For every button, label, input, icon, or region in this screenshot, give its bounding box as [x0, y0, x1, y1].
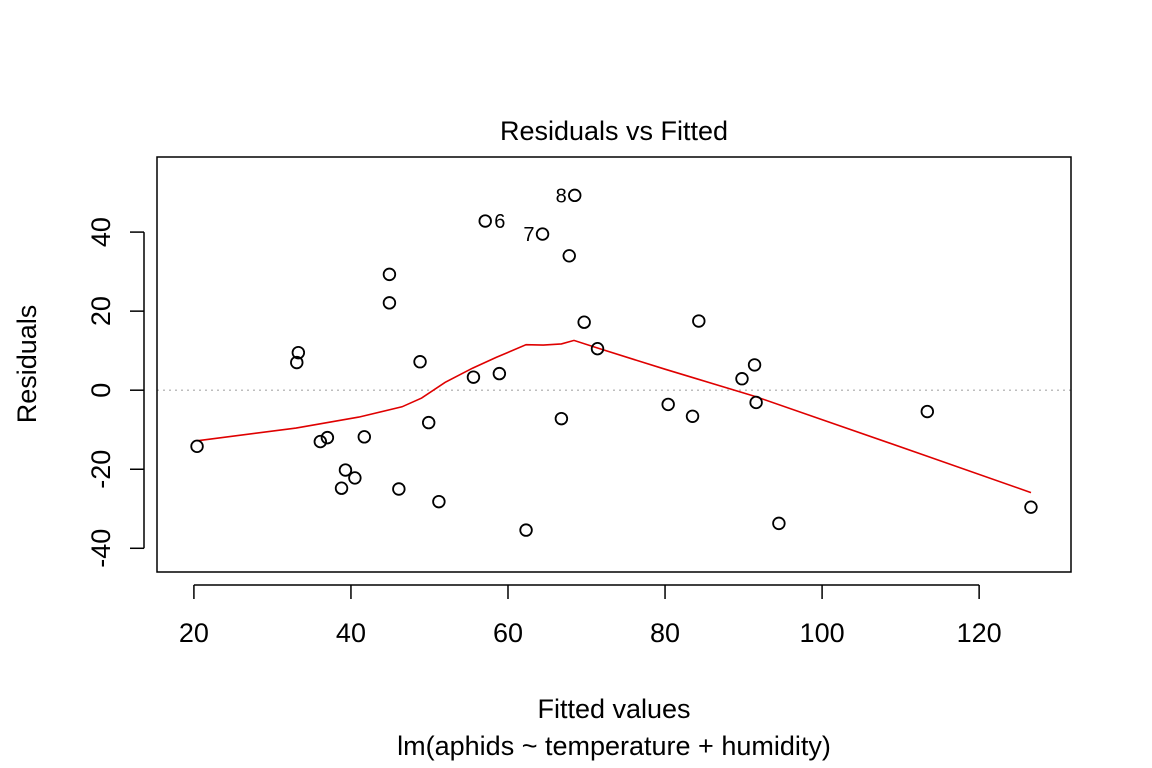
y-tick-label: -40 [86, 529, 116, 568]
x-axis-label: Fitted values [537, 694, 690, 724]
data-point [661, 397, 675, 412]
data-point [357, 430, 371, 444]
data-point [291, 345, 306, 360]
data-point [382, 296, 397, 310]
data-point [685, 409, 700, 423]
plot-frame [156, 156, 1072, 573]
data-point [466, 370, 481, 384]
data-point [338, 463, 353, 477]
data-point [492, 366, 507, 381]
data-point [382, 267, 397, 282]
point-label: 8 [556, 185, 567, 207]
x-tick-label: 80 [650, 618, 680, 648]
data-point [413, 355, 427, 369]
data-point [920, 404, 935, 419]
data-point [432, 494, 446, 509]
smoother-layer [196, 339, 1032, 494]
data-point [320, 430, 335, 445]
data-point [747, 358, 762, 372]
chart-title: Residuals vs Fitted [500, 116, 728, 146]
point-label: 6 [494, 211, 505, 233]
data-point [692, 314, 706, 328]
x-tick-label: 20 [179, 618, 209, 648]
x-tick-label: 100 [800, 618, 845, 648]
x-axis: 20 40 60 80 100 120 [179, 584, 1002, 648]
data-point [562, 249, 576, 263]
data-point [568, 188, 582, 203]
data-point [749, 395, 763, 410]
data-point [478, 214, 492, 228]
x-tick-label: 40 [336, 618, 366, 648]
data-point [590, 341, 605, 356]
data-point [735, 372, 749, 386]
chart-subtitle: lm(aphids ~ temperature + humidity) [397, 731, 831, 761]
data-point [577, 315, 591, 329]
x-tick-label: 60 [493, 618, 523, 648]
data-point [348, 471, 362, 485]
y-tick-label: 20 [86, 296, 116, 326]
data-point [772, 516, 786, 531]
data-point [554, 411, 569, 426]
point-label: 7 [523, 224, 534, 246]
data-point [334, 481, 349, 495]
data-point [313, 434, 328, 449]
data-point [290, 355, 304, 370]
y-axis: -40 -20 0 20 40 [86, 217, 145, 568]
data-point [392, 482, 406, 496]
point-labels-layer: 678 [494, 185, 567, 246]
y-tick-label: 0 [86, 383, 116, 398]
data-point [190, 439, 204, 454]
data-point [421, 415, 436, 430]
y-axis-label: Residuals [12, 305, 42, 424]
smoother-line [196, 339, 1032, 494]
points-layer [190, 188, 1038, 537]
x-tick-label: 120 [957, 618, 1002, 648]
data-point [535, 227, 550, 241]
data-point [519, 523, 533, 537]
y-tick-label: -20 [86, 450, 116, 489]
y-tick-label: 40 [86, 217, 116, 247]
data-point [1024, 500, 1038, 514]
